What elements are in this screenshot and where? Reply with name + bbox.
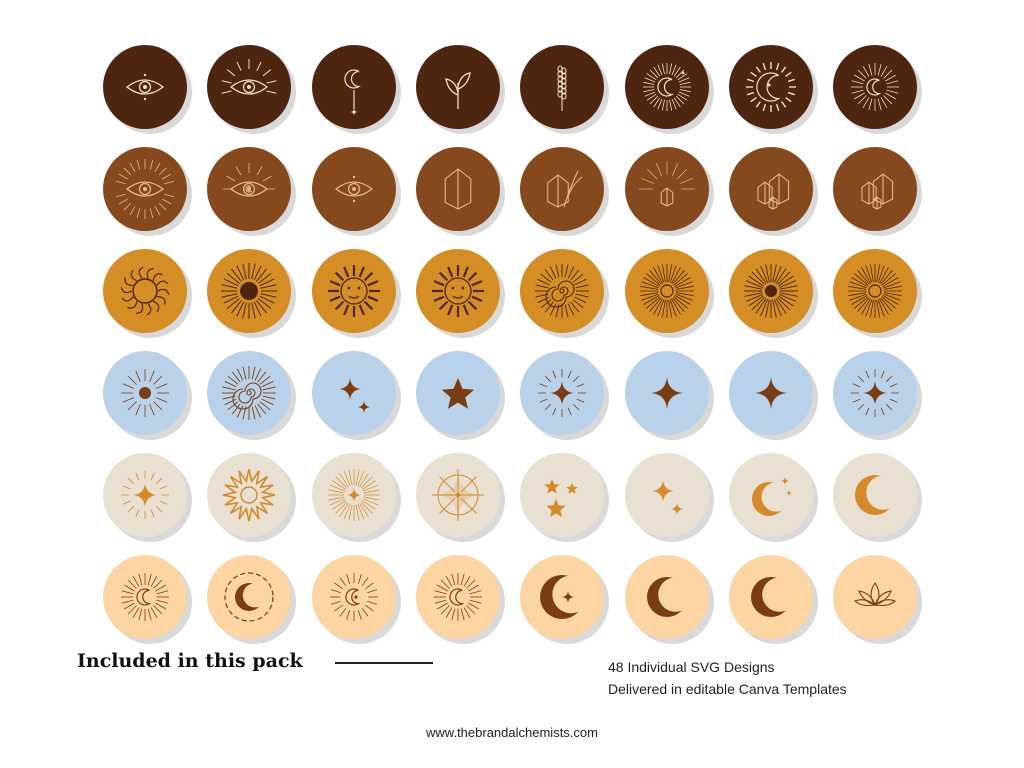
highlight-cover (416, 453, 505, 542)
highlight-cover (833, 555, 922, 644)
highlight-cover (207, 555, 296, 644)
highlight-cover (416, 555, 505, 644)
highlight-cover (520, 555, 609, 644)
highlight-cover (729, 147, 818, 236)
highlight-cover (520, 147, 609, 236)
highlight-cover (207, 249, 296, 338)
feature-item: Delivered in editable Canva Templates (608, 681, 847, 697)
highlight-cover (103, 453, 192, 542)
highlight-cover (416, 147, 505, 236)
highlight-cover (625, 555, 714, 644)
highlight-cover (833, 45, 922, 134)
heading-rule (335, 662, 433, 664)
website-url: www.thebrandalchemists.com (426, 725, 598, 740)
highlight-cover (833, 453, 922, 542)
highlight-cover (729, 351, 818, 440)
highlight-cover (103, 555, 192, 644)
highlight-cover (729, 555, 818, 644)
highlight-cover (833, 249, 922, 338)
highlight-cover (833, 147, 922, 236)
highlight-cover (625, 351, 714, 440)
highlight-cover (520, 45, 609, 134)
highlight-cover (207, 45, 296, 134)
highlight-cover (312, 147, 401, 236)
highlight-cover (520, 351, 609, 440)
highlight-cover (729, 453, 818, 542)
highlight-cover (312, 45, 401, 134)
highlight-cover (103, 147, 192, 236)
highlight-cover (520, 453, 609, 542)
highlight-cover (625, 249, 714, 338)
highlight-cover (625, 45, 714, 134)
feature-item: 48 Individual SVG Designs (608, 659, 775, 675)
highlight-cover (729, 249, 818, 338)
highlight-cover (625, 147, 714, 236)
icon-grid (103, 45, 922, 644)
highlight-cover (416, 249, 505, 338)
highlight-cover (312, 351, 401, 440)
pack-heading: Included in this pack (77, 650, 303, 672)
highlight-cover (625, 453, 714, 542)
highlight-cover (207, 453, 296, 542)
highlight-cover (416, 351, 505, 440)
highlight-cover (833, 351, 922, 440)
highlight-cover (207, 147, 296, 236)
highlight-cover (416, 45, 505, 134)
highlight-cover (103, 45, 192, 134)
highlight-cover (103, 351, 192, 440)
highlight-cover (520, 249, 609, 338)
highlight-cover (312, 249, 401, 338)
highlight-cover (312, 453, 401, 542)
highlight-cover (312, 555, 401, 644)
highlight-cover (207, 351, 296, 440)
highlight-cover (103, 249, 192, 338)
highlight-cover (729, 45, 818, 134)
feature-list: 48 Individual SVG Designs Delivered in e… (608, 656, 847, 700)
